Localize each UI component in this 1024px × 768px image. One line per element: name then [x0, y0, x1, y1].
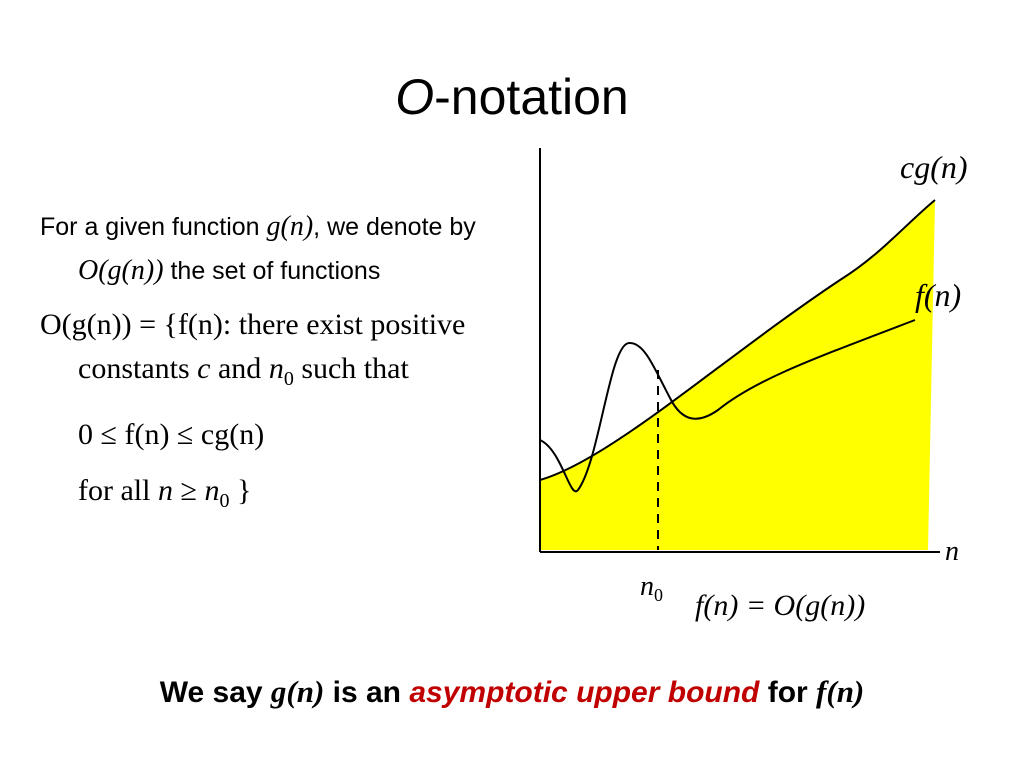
conclusion: We say g(n) is an asymptotic upper bound…: [0, 668, 1024, 717]
inequality: 0 ≤ f(n) ≤ cg(n): [40, 413, 500, 457]
conclusion-for: for: [759, 676, 817, 709]
for-all-line: for all n ≥ n0 }: [40, 469, 500, 523]
title-o-letter: O: [395, 69, 435, 125]
set-def-prefix: O(g(n)) = {f(n): there exist positive co…: [40, 308, 466, 385]
f-label: f(n): [915, 277, 961, 313]
big-o-figure: cg(n) f(n) n n0 f(n) = O(g(n)): [510, 130, 1010, 645]
intro-g-of-n: g(n): [266, 211, 314, 242]
n0-subscript: 0: [283, 368, 294, 390]
asymptotic-upper-bound-highlight: asymptotic upper bound: [409, 676, 760, 709]
n0-label-sub: 0: [654, 585, 663, 605]
constant-c: c: [197, 352, 211, 385]
forall-prefix: for all: [78, 474, 158, 507]
forall-ge: ≥: [172, 474, 205, 507]
intro-suffix: the set of functions: [163, 257, 381, 285]
title-rest: -notation: [434, 69, 629, 125]
f-curve: [539, 319, 916, 493]
conclusion-f: f(n): [816, 674, 865, 709]
set-definition: O(g(n)) = {f(n): there exist positive co…: [40, 303, 500, 401]
definition-intro: For a given function g(n), we denote by …: [40, 205, 500, 293]
intro-mid: , we denote by: [313, 213, 476, 241]
n0-label-n: n: [640, 571, 654, 602]
cg-curve: [539, 199, 936, 481]
intro-o-of-g: O(g(n)): [78, 255, 164, 286]
cg-label: cg(n): [900, 149, 968, 185]
figure-caption: f(n) = O(g(n)): [695, 589, 865, 622]
intro-prefix: For a given function: [40, 213, 267, 241]
big-o-diagram: cg(n) f(n) n n0 f(n) = O(g(n)): [539, 148, 968, 622]
forall-n: n: [157, 474, 173, 507]
conclusion-g: g(n): [270, 674, 325, 709]
forall-n0-subscript: 0: [219, 490, 230, 512]
cg-region: [540, 200, 935, 550]
definition-block: For a given function g(n), we denote by …: [40, 205, 500, 523]
forall-n0: n: [204, 474, 220, 507]
inequality-text: 0 ≤ f(n) ≤ cg(n): [78, 418, 265, 451]
n0-symbol: n: [268, 352, 284, 385]
slide-title: O-notation: [0, 62, 1024, 132]
conclusion-prefix: We say: [159, 676, 271, 709]
forall-close: }: [229, 474, 252, 507]
n0-label: n0: [640, 571, 663, 605]
such-that: such that: [293, 352, 409, 385]
conclusion-mid: is an: [324, 676, 410, 709]
x-axis-n-label: n: [945, 536, 959, 567]
and-word: and: [210, 352, 269, 385]
